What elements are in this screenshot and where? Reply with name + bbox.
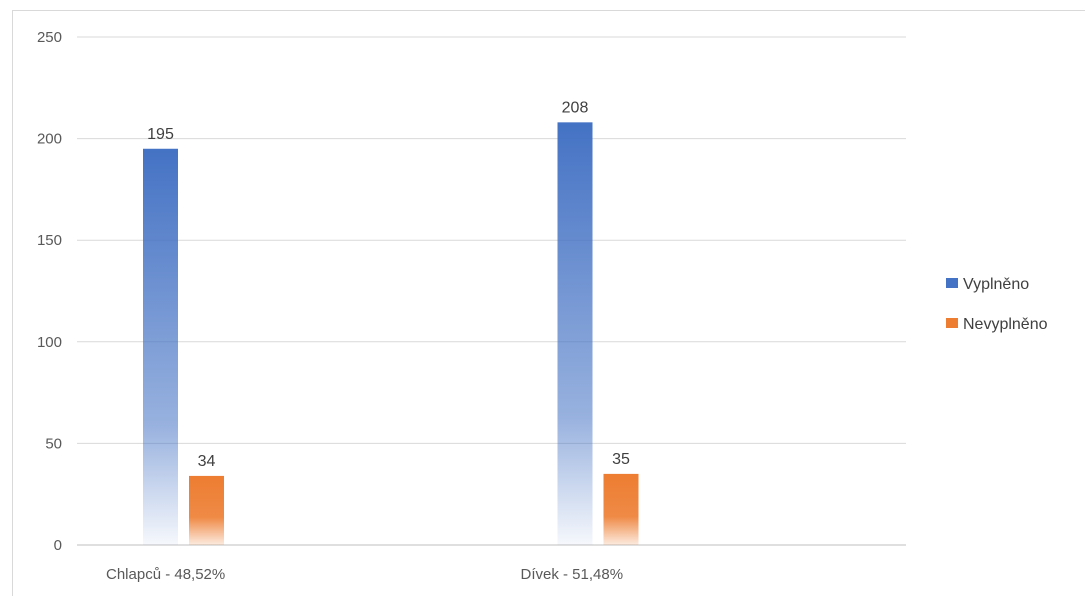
y-tick-label: 200: [37, 131, 62, 148]
bar-vyplneno: [143, 148, 178, 545]
legend-swatch: [946, 318, 958, 328]
data-label: 34: [198, 453, 216, 470]
x-tick-label: Chlapců - 48,52%: [106, 566, 225, 583]
legend-swatch: [946, 278, 958, 288]
y-tick-label: 0: [54, 537, 62, 554]
y-tick-label: 250: [37, 29, 62, 46]
y-axis-tick-labels: 0 50 100 150 200 250: [37, 29, 62, 554]
data-label: 35: [612, 451, 630, 468]
x-tick-label: Dívek - 51,48%: [521, 566, 624, 583]
legend: Vyplněno Nevyplněno: [946, 276, 1048, 333]
data-label: 195: [147, 126, 174, 143]
y-tick-label: 150: [37, 232, 62, 249]
bars: [143, 122, 639, 546]
y-tick-label: 50: [45, 435, 62, 452]
bar-nevyplneno: [603, 473, 639, 545]
legend-label: Nevyplněno: [963, 316, 1048, 333]
x-axis-tick-labels: Chlapců - 48,52% Dívek - 51,48%: [106, 566, 623, 583]
data-labels: 195 34 208 35: [147, 99, 630, 470]
data-label: 208: [562, 99, 589, 116]
bar-vyplneno: [557, 122, 593, 546]
legend-label: Vyplněno: [963, 276, 1029, 293]
y-tick-label: 100: [37, 334, 62, 351]
bar-nevyplneno: [189, 475, 224, 545]
